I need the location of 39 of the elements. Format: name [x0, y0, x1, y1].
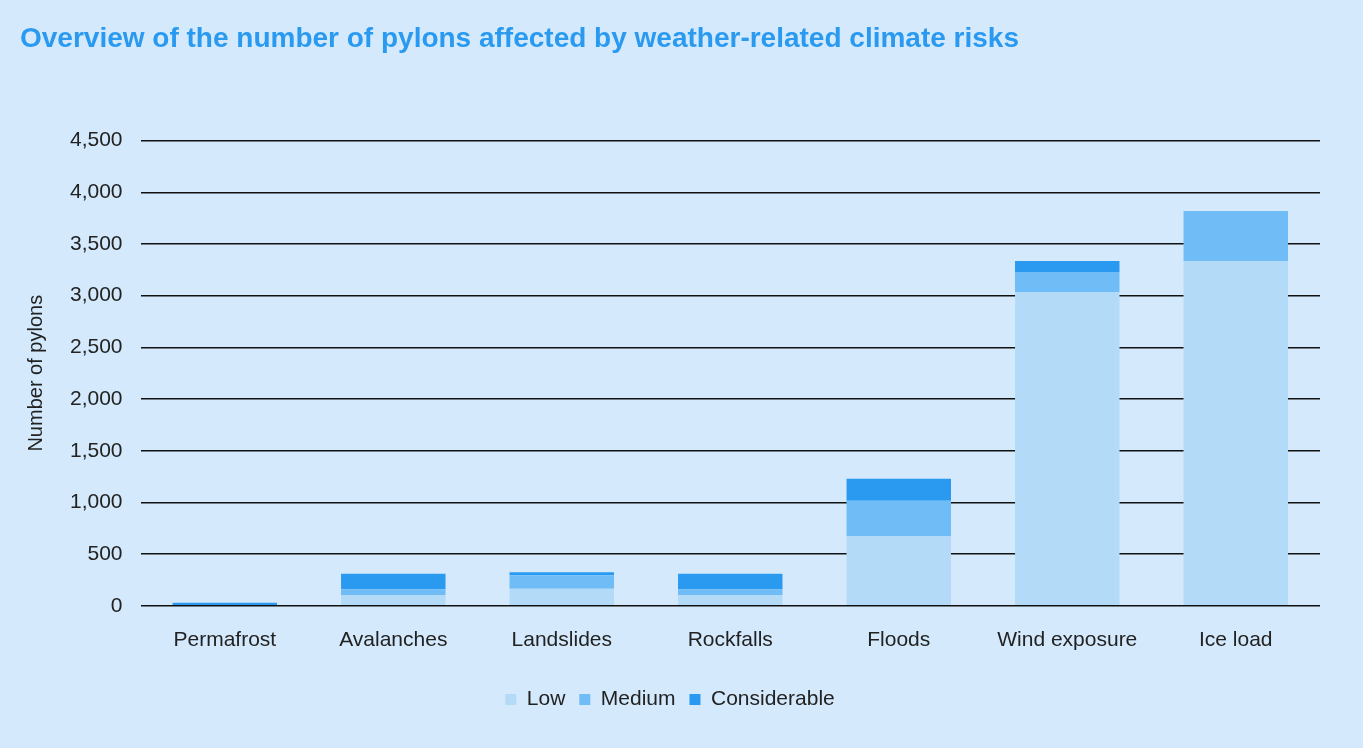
y-tick-label: 2,000 — [69, 385, 123, 409]
bar — [509, 588, 615, 606]
y-axis-title: Number of pylons — [23, 294, 46, 452]
y-tick-label: 1,500 — [69, 437, 123, 461]
bar — [678, 573, 783, 590]
chart-title: Overview of the number of pylons affected by weather-related climate risks — [20, 22, 1019, 54]
bar — [509, 575, 615, 589]
bar — [678, 589, 783, 595]
y-tick-label: 3,500 — [69, 230, 123, 254]
bar — [1015, 261, 1120, 272]
x-tick-label: Ice load — [1198, 627, 1273, 651]
x-tick-label: Floods — [867, 627, 931, 651]
y-tick-label: 0 — [110, 592, 123, 616]
y-tick-label: 4,000 — [69, 179, 123, 203]
x-tick-label: Wind exposure — [997, 627, 1138, 651]
bar — [1015, 271, 1120, 293]
bar — [846, 478, 951, 501]
x-tick-label: Rockfalls — [687, 627, 773, 651]
x-tick-label: Permafrost — [173, 627, 277, 651]
y-tick-label: 4,500 — [69, 127, 123, 151]
y-tick-label: 2,500 — [69, 334, 123, 358]
legend-label: Low — [526, 686, 567, 710]
bar — [509, 572, 615, 576]
bar — [341, 594, 446, 606]
y-tick-label: 1,000 — [69, 489, 123, 513]
x-tick-label: Landslides — [511, 627, 612, 651]
legend-label: Medium — [600, 686, 676, 710]
x-tick-label: Avalanches — [339, 627, 448, 651]
bar — [1183, 261, 1288, 606]
y-tick-label: 3,000 — [69, 282, 123, 306]
bar — [341, 573, 446, 590]
bar — [1183, 210, 1288, 262]
bar — [678, 594, 783, 606]
bar — [846, 536, 951, 606]
bar — [341, 589, 446, 595]
bar — [1015, 292, 1120, 606]
legend-label: Considerable — [710, 686, 835, 710]
bar — [846, 500, 951, 537]
y-tick-label: 500 — [87, 540, 123, 564]
